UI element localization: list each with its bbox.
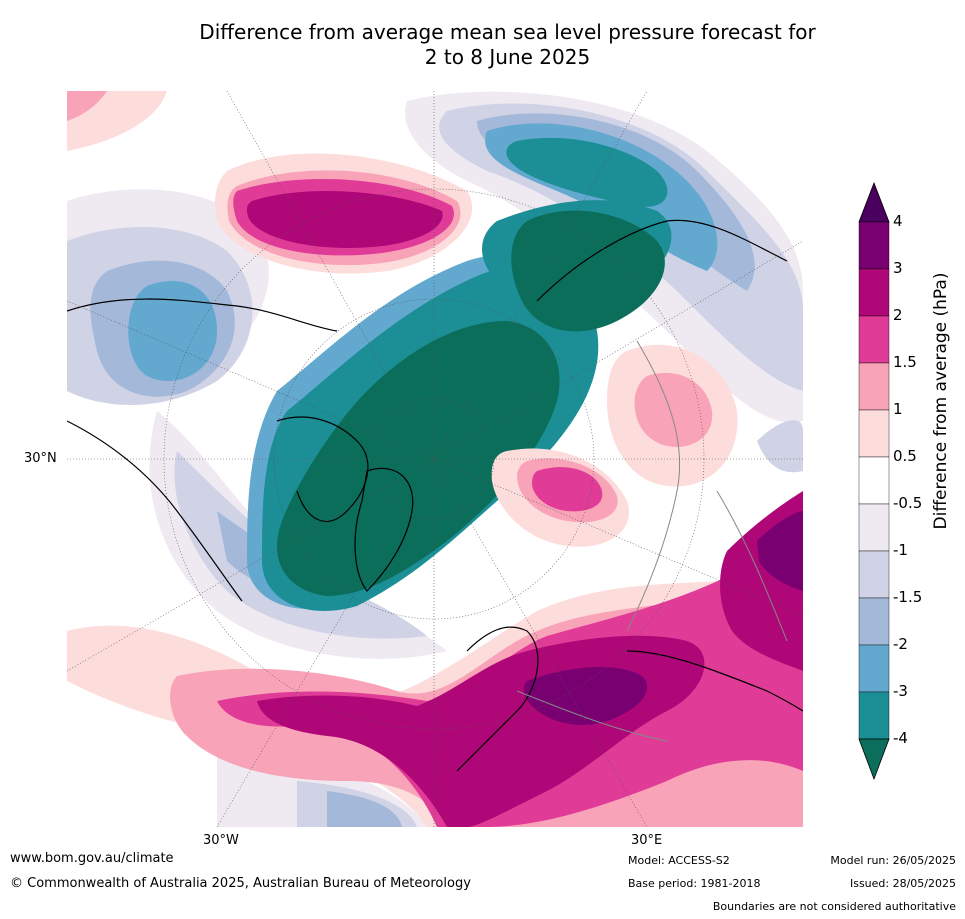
colorbar-tick: 1: [893, 400, 903, 418]
coastlines: [67, 219, 803, 772]
colorbar-tick: -3: [893, 682, 908, 700]
colorbar-tick: 4: [893, 212, 903, 230]
title-line-1: Difference from average mean sea level p…: [199, 20, 816, 44]
pressure-anomaly-map: [67, 91, 803, 827]
colorbar-tick: 2: [893, 306, 903, 324]
colorbar-block: [858, 362, 890, 411]
footer-model: Model: ACCESS-S2: [628, 854, 730, 867]
colorbar-tick: -1.5: [893, 588, 923, 606]
colorbar-tick: -1: [893, 541, 908, 559]
colorbar-extend-top: [858, 181, 890, 223]
footer-base-period: Base period: 1981-2018: [628, 877, 761, 890]
colorbar-block: [858, 315, 890, 364]
footer-model-run: Model run: 26/05/2025: [830, 854, 956, 867]
title-line-2: 2 to 8 June 2025: [424, 45, 591, 69]
colorbar-tick: -2: [893, 635, 908, 653]
colorbar-block: [858, 268, 890, 317]
footer-disclaimer: Boundaries are not considered authoritat…: [712, 900, 956, 913]
colorbar-block: [858, 691, 890, 740]
colorbar-block: [858, 456, 890, 505]
colorbar-label: Difference from average (hPa): [931, 272, 951, 530]
country-borders: [516, 340, 788, 742]
lat-label-30n: 30°N: [24, 451, 57, 466]
map-svg: [67, 91, 803, 827]
colorbar-block: [858, 503, 890, 552]
anomaly-plus3: [523, 511, 803, 726]
colorbar-block: [858, 550, 890, 599]
graticule: [67, 91, 803, 827]
colorbar-svg: [858, 181, 890, 781]
colorbar-tick: 0.5: [893, 447, 917, 465]
anomaly-minus4: [277, 210, 665, 596]
colorbar: [858, 181, 890, 782]
colorbar-tick: 1.5: [893, 353, 917, 371]
colorbar-block: [858, 597, 890, 646]
lon-label-30w: 30°W: [203, 833, 239, 848]
colorbar-block: [858, 644, 890, 693]
colorbar-block: [858, 221, 890, 270]
colorbar-tick: -0.5: [893, 494, 923, 512]
colorbar-tick: -4: [893, 729, 908, 747]
chart-title: Difference from average mean sea level p…: [0, 20, 965, 70]
colorbar-block: [858, 409, 890, 458]
footer-issued: Issued: 28/05/2025: [849, 877, 956, 890]
colorbar-tick: 3: [893, 259, 903, 277]
colorbar-extend-bottom: [858, 738, 890, 781]
lon-label-30e: 30°E: [631, 833, 663, 848]
footer-copyright: © Commonwealth of Australia 2025, Austra…: [10, 876, 471, 891]
footer-url[interactable]: www.bom.gov.au/climate: [10, 851, 174, 866]
